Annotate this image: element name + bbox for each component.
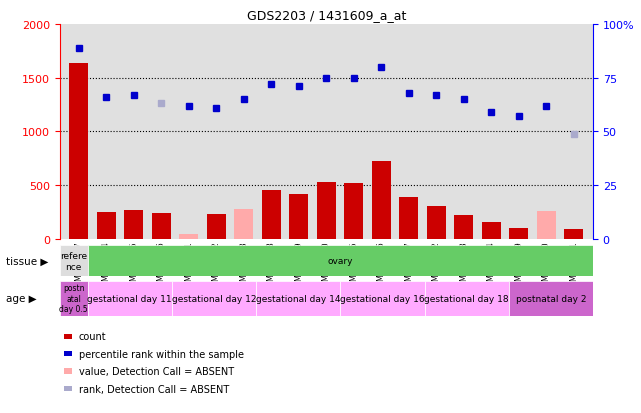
Text: tissue ▶: tissue ▶ [6, 256, 49, 266]
Bar [152, 213, 171, 240]
Bar [69, 64, 88, 240]
Bar [60, 281, 88, 316]
Bar [424, 281, 509, 316]
Text: refere
nce: refere nce [60, 252, 87, 271]
Bar [399, 198, 419, 240]
Bar [256, 281, 340, 316]
Title: GDS2203 / 1431609_a_at: GDS2203 / 1431609_a_at [247, 9, 406, 22]
Bar [344, 184, 363, 240]
Bar [537, 211, 556, 240]
Bar [97, 212, 116, 240]
Text: gestational day 11: gestational day 11 [87, 294, 172, 303]
Bar [172, 281, 256, 316]
Bar [317, 183, 336, 240]
Bar [481, 222, 501, 240]
Bar [289, 195, 308, 240]
Bar [206, 214, 226, 240]
Bar [509, 229, 528, 240]
Bar [179, 234, 199, 240]
Bar [340, 281, 424, 316]
Bar [234, 209, 253, 240]
Bar [509, 281, 593, 316]
Text: count: count [79, 332, 106, 342]
Text: rank, Detection Call = ABSENT: rank, Detection Call = ABSENT [79, 384, 229, 394]
Bar [124, 210, 144, 240]
Text: gestational day 14: gestational day 14 [256, 294, 340, 303]
Text: ovary: ovary [328, 257, 353, 266]
Text: percentile rank within the sample: percentile rank within the sample [79, 349, 244, 359]
Bar [88, 281, 172, 316]
Bar [454, 216, 473, 240]
Text: gestational day 16: gestational day 16 [340, 294, 425, 303]
Bar [372, 161, 391, 240]
Text: gestational day 12: gestational day 12 [172, 294, 256, 303]
Text: postn
atal
day 0.5: postn atal day 0.5 [60, 284, 88, 313]
Text: value, Detection Call = ABSENT: value, Detection Call = ABSENT [79, 366, 234, 376]
Bar [262, 191, 281, 240]
Text: age ▶: age ▶ [6, 293, 37, 304]
Bar [564, 229, 583, 240]
Text: gestational day 18: gestational day 18 [424, 294, 509, 303]
Bar [427, 207, 446, 240]
Text: postnatal day 2: postnatal day 2 [515, 294, 586, 303]
Bar [60, 246, 88, 277]
